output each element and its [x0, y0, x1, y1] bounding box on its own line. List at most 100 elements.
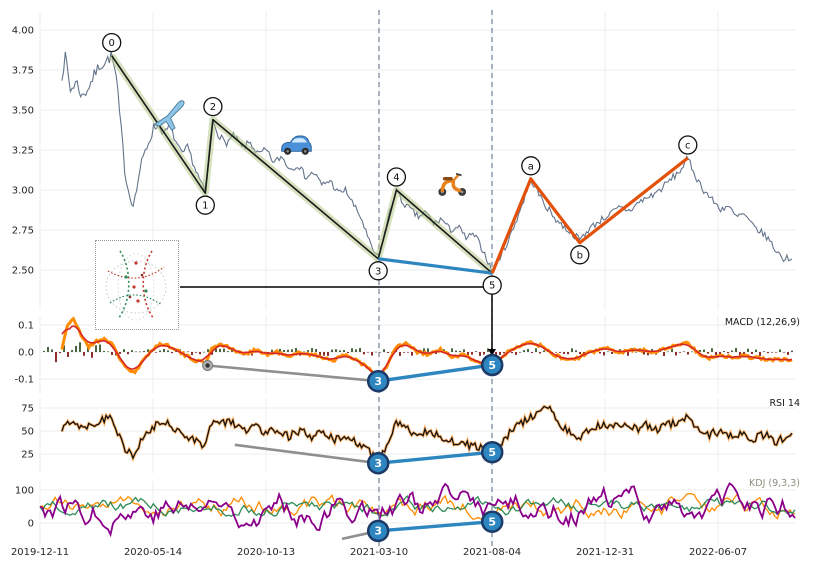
macd-histogram-bar — [335, 349, 337, 352]
macd-histogram-bar — [459, 350, 461, 352]
macd-histogram-bar — [119, 352, 121, 354]
svg-text:5: 5 — [489, 281, 495, 292]
macd-histogram-bar — [55, 352, 57, 363]
macd-marker-5: 5 — [480, 353, 504, 377]
macd-histogram-bar — [727, 352, 729, 354]
wave-marker-b: b — [570, 245, 590, 265]
svg-text:2: 2 — [210, 102, 216, 113]
macd-histogram-bar — [323, 352, 325, 356]
macd-histogram-bar — [75, 345, 77, 352]
macd-histogram-bar — [467, 352, 469, 356]
macd-histogram-bar — [759, 352, 761, 356]
rsi-panel-label: RSI 14 — [769, 398, 800, 409]
macd-histogram-bar — [387, 352, 389, 353]
x-tick-label: 2020-10-13 — [237, 547, 295, 558]
svg-text:5: 5 — [488, 359, 496, 372]
x-tick-label: 2021-03-10 — [350, 547, 408, 558]
inset-connector-arrowhead — [488, 349, 497, 356]
macd-histogram-bar — [219, 348, 221, 352]
macd-histogram-bar — [331, 349, 333, 352]
wave-marker-3: 3 — [368, 261, 388, 281]
macd-gray-dot-core — [205, 363, 210, 368]
macd-histogram-bar — [579, 352, 581, 355]
macd-histogram-bar — [691, 351, 693, 353]
macd-tick-label: -0.1 — [14, 375, 34, 386]
svg-text:1: 1 — [202, 201, 208, 212]
macd-histogram-bar — [627, 352, 629, 356]
macd-histogram-bar — [123, 349, 125, 352]
macd-histogram-bar — [267, 352, 269, 353]
macd-histogram-bar — [527, 348, 529, 352]
macd-histogram-bar — [643, 352, 645, 355]
macd-histogram-bar — [379, 352, 381, 353]
macd-histogram-bar — [407, 352, 409, 353]
macd-histogram-bar — [155, 352, 157, 353]
macd-histogram-bar — [111, 352, 113, 356]
price-tick-label: 2.50 — [12, 266, 34, 277]
macd-histogram-bar — [167, 350, 169, 352]
kdj-j-line — [39, 482, 796, 538]
wave-marker-a: a — [521, 156, 541, 176]
macd-histogram-bar — [79, 342, 81, 352]
macd-histogram-bar — [355, 349, 357, 352]
macd-histogram-bar — [663, 352, 665, 357]
macd-histogram-bar — [359, 348, 361, 352]
scooter-icon — [438, 172, 467, 196]
macd-histogram-bar — [311, 348, 313, 352]
macd-histogram-bar — [271, 349, 273, 352]
macd-histogram-bar — [163, 348, 165, 352]
price-tick-label: 3.50 — [12, 106, 34, 117]
kdj-blue-connector — [378, 519, 493, 533]
macd-blue-connector — [378, 363, 493, 383]
macd-histogram-bar — [523, 350, 525, 352]
macd-histogram-bar — [367, 352, 369, 353]
rsi-marker-5: 5 — [480, 440, 504, 464]
macd-histogram-bar — [683, 351, 685, 353]
macd-histogram-bar — [107, 351, 109, 353]
x-tick-label: 2021-12-31 — [576, 547, 634, 558]
macd-histogram-bar — [539, 352, 541, 354]
macd-histogram-bar — [223, 348, 225, 352]
macd-histogram-bar — [383, 349, 385, 352]
x-tick-label: 2020-05-14 — [124, 547, 182, 558]
macd-histogram-bar — [51, 349, 53, 352]
macd-histogram-bar — [743, 352, 745, 356]
macd-histogram-bar — [767, 352, 769, 354]
macd-histogram-bar — [95, 345, 97, 352]
macd-histogram-bar — [763, 351, 765, 352]
airplane-icon — [152, 100, 185, 131]
macd-histogram-bar — [199, 352, 201, 355]
wave-marker-2: 2 — [203, 96, 223, 117]
macd-histogram-bar — [411, 352, 413, 356]
macd-histogram-bar — [475, 351, 477, 352]
macd-histogram-bar — [47, 346, 49, 352]
macd-histogram-bar — [791, 350, 793, 352]
macd-histogram-bar — [187, 351, 189, 353]
macd-histogram-bar — [783, 352, 785, 353]
macd-histogram-bar — [295, 347, 297, 352]
wave-marker-4: 4 — [386, 167, 407, 187]
macd-histogram-bar — [283, 349, 285, 352]
macd-histogram-bar — [43, 350, 45, 352]
macd-histogram-bar — [191, 352, 193, 356]
macd-histogram-bar — [327, 352, 329, 356]
macd-histogram-bar — [71, 350, 73, 352]
macd-histogram-bar — [723, 351, 725, 352]
macd-histogram-bar — [143, 351, 145, 352]
x-tick-label: 2021-08-04 — [463, 547, 521, 558]
macd-histogram-bar — [127, 352, 129, 355]
x-tick-label: 2022-06-07 — [689, 547, 747, 558]
macd-histogram-bar — [775, 352, 777, 353]
macd-histogram-bar — [375, 351, 377, 353]
macd-histogram-bar — [619, 349, 621, 352]
macd-histogram-bar — [67, 352, 69, 357]
svg-text:5: 5 — [488, 516, 496, 529]
macd-histogram-bar — [555, 352, 557, 353]
macd-histogram-bar — [203, 351, 205, 353]
macd-histogram-bar — [511, 352, 513, 354]
inset-connector-line — [180, 286, 493, 349]
macd-histogram-bar — [343, 350, 345, 352]
macd-histogram-bar — [427, 348, 429, 352]
macd-histogram-bar — [319, 352, 321, 356]
